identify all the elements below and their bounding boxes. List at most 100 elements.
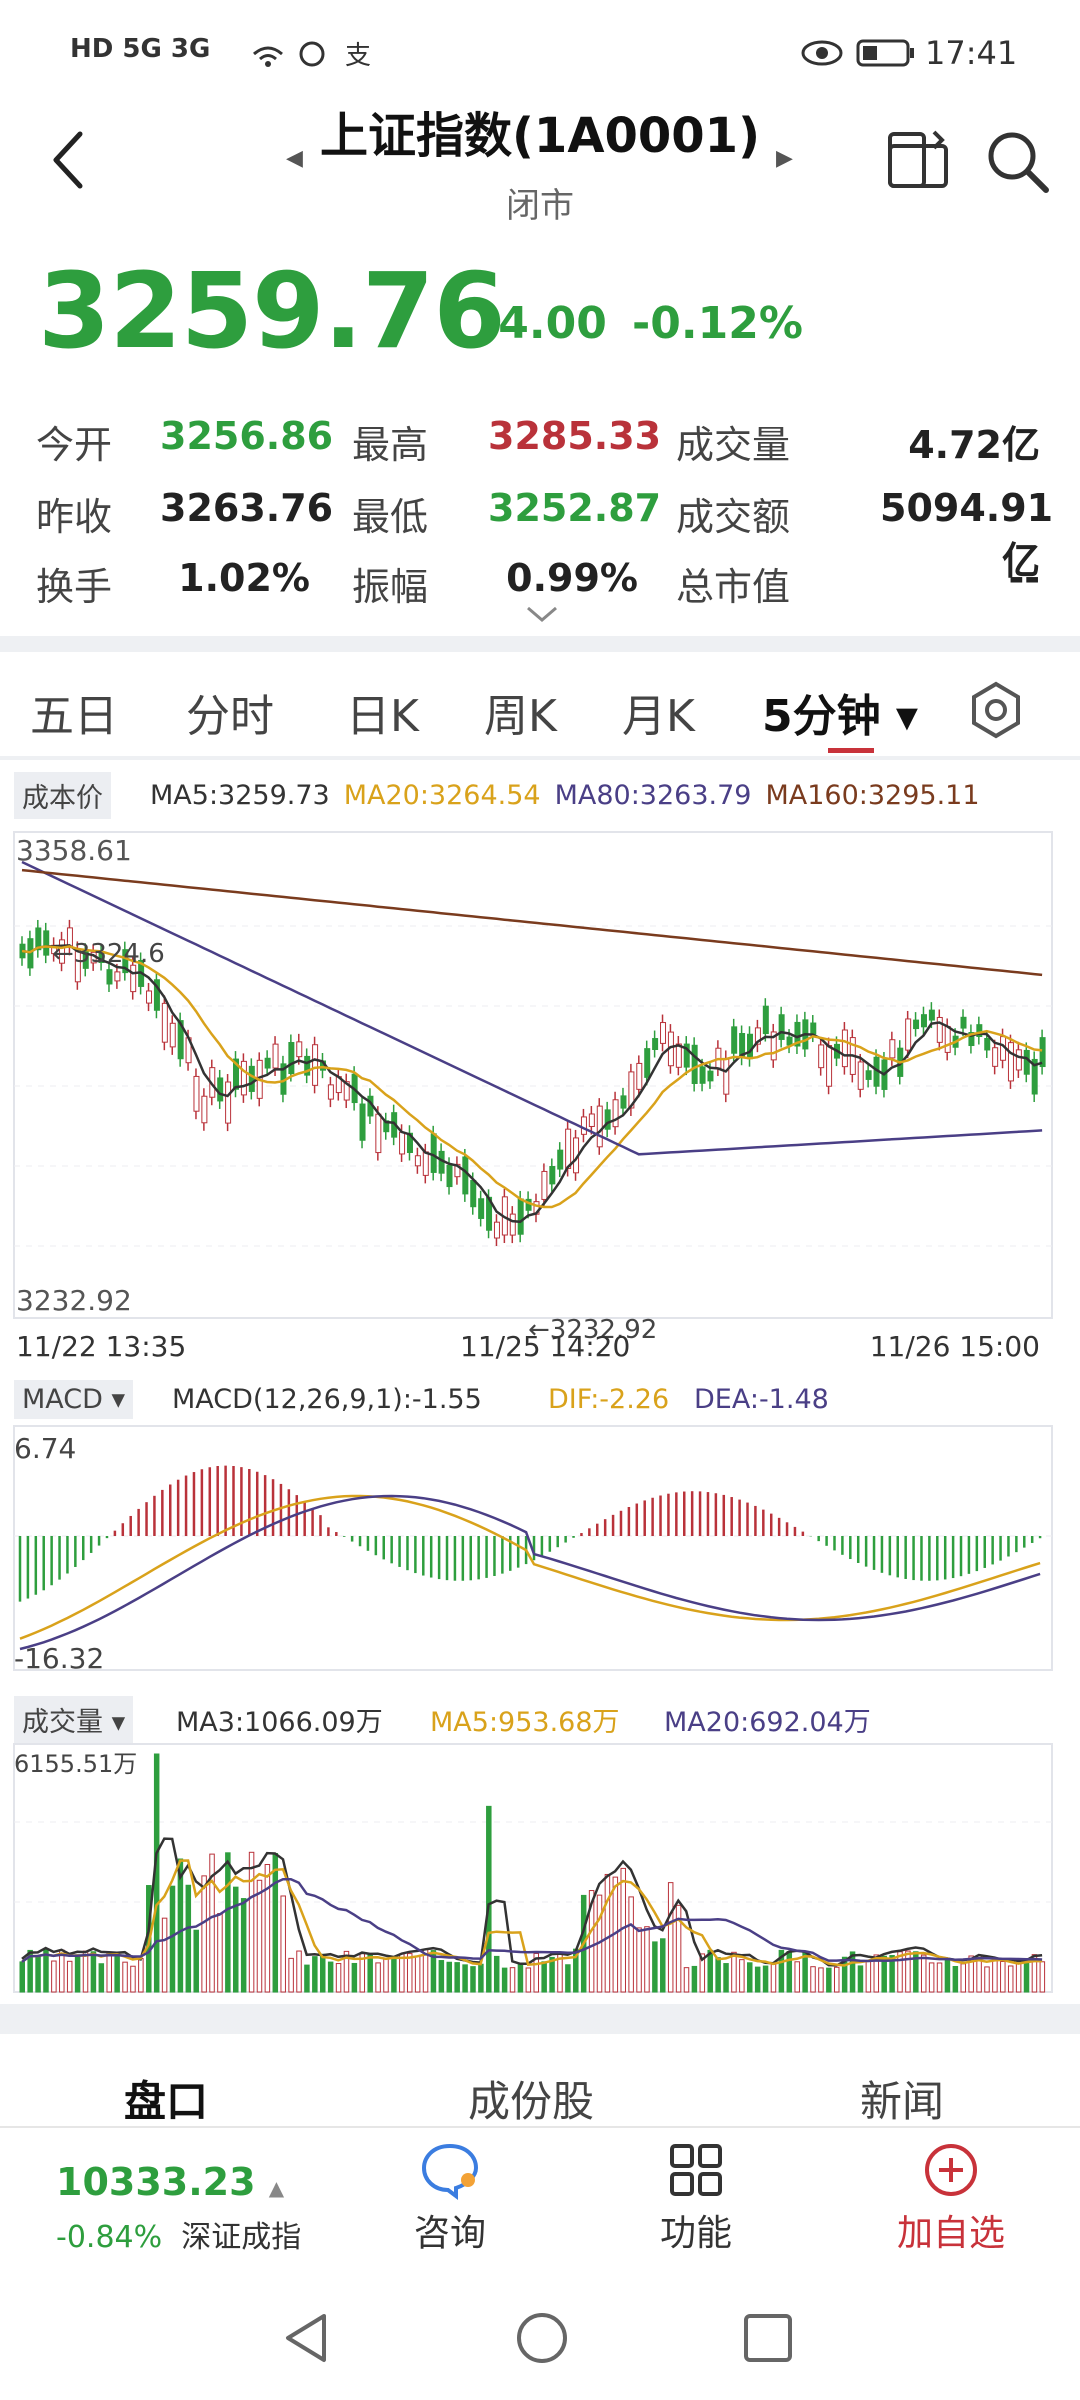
next-stock-icon[interactable]: ▶ — [776, 146, 793, 171]
volume-bar — [272, 1853, 279, 1993]
volume-chart[interactable]: 6155.51万 — [0, 1742, 1080, 1998]
volume-ma3: MA3:1066.09万 — [176, 1707, 383, 1738]
candle — [153, 979, 160, 1011]
nav-consult[interactable]: 咨询 — [400, 2140, 500, 2256]
expand-chevron-icon[interactable] — [524, 602, 560, 630]
volume-bar — [59, 1949, 65, 1993]
volume-bar — [699, 1953, 706, 1993]
stat-label: 成交量 — [676, 423, 791, 467]
cost-price-toggle[interactable]: 成本价 — [14, 772, 111, 819]
x-tick: 11/25 14:20 — [460, 1330, 630, 1363]
settings-icon[interactable] — [966, 680, 1026, 744]
candle — [731, 1026, 738, 1054]
search-icon[interactable] — [984, 128, 1052, 200]
tab-constituents[interactable]: 成份股 — [468, 2077, 595, 2126]
candle — [478, 1198, 485, 1219]
tab-pankou[interactable]: 盘口 — [124, 2077, 209, 2126]
volume-bar — [462, 1964, 468, 1993]
volume-bar — [43, 1949, 49, 1993]
switch-view-icon[interactable] — [884, 128, 952, 196]
volume-bar — [122, 1961, 128, 1993]
nav-add-watchlist[interactable]: 加自选 — [886, 2140, 1016, 2256]
volume-bar — [335, 1963, 342, 1993]
volume-bar — [865, 1961, 872, 1993]
macd-chart[interactable]: 6.74 -16.32 — [0, 1424, 1080, 1676]
tab-news[interactable]: 新闻 — [860, 2077, 945, 2126]
macd-y-max: 6.74 — [14, 1432, 76, 1465]
volume-bar — [406, 1953, 413, 1993]
volume-bar — [747, 1962, 753, 1993]
candle — [794, 1021, 801, 1047]
stat-value: 3263.76 — [160, 486, 334, 530]
candle — [122, 949, 129, 974]
volume-selector[interactable]: 成交量 ▾ — [14, 1696, 134, 1743]
tab-period[interactable]: 五日 — [30, 691, 118, 742]
volume-bar — [193, 1929, 199, 1993]
volume-bar — [414, 1955, 421, 1993]
volume-bar — [549, 1956, 555, 1993]
candle — [470, 1179, 477, 1208]
volume-bar — [470, 1966, 476, 1993]
volume-bar — [185, 1884, 192, 1993]
tab-period[interactable]: 月K — [622, 691, 695, 742]
macd-selector[interactable]: MACD ▾ — [14, 1380, 134, 1419]
volume-bar — [683, 1967, 690, 1993]
candle — [660, 1022, 667, 1044]
volume-bar — [343, 1950, 350, 1993]
candle — [1007, 1042, 1014, 1082]
volume-bar — [90, 1951, 97, 1993]
index-value: 10333.23 — [56, 2160, 256, 2204]
candle — [114, 971, 121, 982]
tab-period[interactable]: 5分钟 ▾ — [762, 691, 919, 742]
volume-bar — [660, 1938, 666, 1993]
volume-bar — [770, 1963, 777, 1993]
volume-bar — [517, 1962, 524, 1993]
candle — [928, 1009, 935, 1021]
candle — [778, 1014, 785, 1040]
volume-bar — [841, 1956, 848, 1993]
x-tick: 11/26 15:00 — [870, 1330, 1040, 1363]
stat-label: 振幅 — [352, 565, 429, 609]
volume-bar — [992, 1959, 998, 1993]
tab-period[interactable]: 分时 — [186, 691, 274, 742]
candle — [1023, 1049, 1030, 1075]
candle — [541, 1170, 548, 1200]
stat-label: 昨收 — [36, 495, 113, 539]
wifi-icon: 支 — [250, 38, 380, 74]
volume-bar — [644, 1926, 650, 1993]
candle — [217, 1077, 224, 1102]
volume-bar — [628, 1896, 634, 1993]
tab-period[interactable]: 日K — [346, 691, 419, 742]
chart-frame — [13, 1743, 1053, 1993]
related-index[interactable]: 10333.23 ▲ -0.84% 深证成指 — [56, 2160, 302, 2255]
system-back-icon[interactable] — [280, 2310, 332, 2370]
volume-bar — [913, 1951, 919, 1993]
volume-bar — [1015, 1963, 1022, 1993]
candle — [762, 1005, 769, 1035]
system-home-icon[interactable] — [514, 2310, 570, 2370]
nav-function[interactable]: 功能 — [646, 2140, 746, 2256]
volume-bar — [675, 1904, 682, 1993]
volume-bar — [114, 1952, 120, 1993]
system-recents-icon[interactable] — [742, 2312, 794, 2368]
prev-stock-icon[interactable]: ◀ — [286, 146, 303, 171]
volume-bar — [810, 1966, 816, 1993]
back-icon[interactable] — [48, 128, 88, 196]
volume-bar — [66, 1960, 73, 1993]
volume-bar — [1000, 1960, 1006, 1993]
volume-bar — [984, 1966, 990, 1993]
y-min-label: 3232.92 — [16, 1284, 132, 1317]
volume-bar — [857, 1965, 864, 1993]
volume-bar — [1023, 1958, 1030, 1993]
candle — [683, 1043, 690, 1068]
kline-chart[interactable]: 3358.61 3232.92 ←3324.6 ←3232.92 11/22 13:35… — [0, 826, 1080, 1366]
candle — [201, 1095, 208, 1124]
candle — [920, 1014, 927, 1028]
volume-bar — [304, 1964, 310, 1993]
candle — [754, 1027, 761, 1045]
tab-period[interactable]: 周K — [484, 691, 557, 742]
volume-bar — [177, 1858, 184, 1993]
volume-bar — [794, 1961, 800, 1993]
candle — [1039, 1037, 1046, 1068]
volume-bar — [280, 1895, 286, 1993]
